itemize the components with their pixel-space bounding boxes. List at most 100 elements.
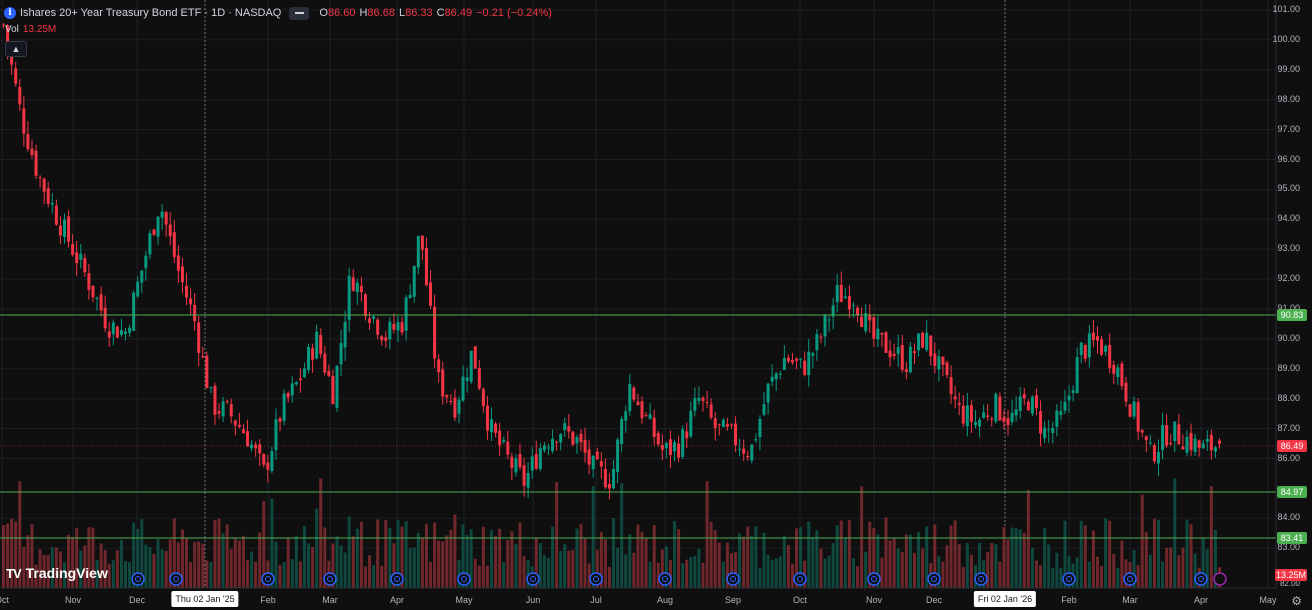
volume-bar: [54, 547, 58, 588]
candle-body: [241, 429, 245, 434]
candle-body: [811, 353, 815, 356]
volume-bar: [290, 559, 294, 588]
candle-body: [1189, 433, 1193, 451]
candle-body: [847, 295, 851, 310]
event-markers[interactable]: [131, 572, 1227, 586]
info-icon[interactable]: i: [4, 7, 16, 19]
gear-icon[interactable]: ⚙: [1291, 594, 1302, 608]
crosshair-date-1: Thu 02 Jan '25: [171, 591, 239, 607]
level-tag-1: 90.83: [1277, 309, 1307, 321]
volume-bar: [831, 542, 835, 588]
dividend-marker-icon: [457, 572, 471, 586]
candle-body: [457, 399, 461, 414]
volume-bar: [351, 536, 355, 588]
volume-bar: [1108, 520, 1112, 588]
month-label: May: [455, 595, 473, 605]
candle-body: [1148, 442, 1152, 444]
volume-bar: [721, 561, 725, 588]
dividend-marker-icon: [526, 572, 540, 586]
candle-body: [900, 344, 904, 370]
volume-bar: [742, 536, 746, 588]
candle-body: [176, 255, 180, 271]
tradingview-logo[interactable]: TV TradingView: [6, 565, 108, 581]
volume-bar: [790, 563, 794, 588]
candle-body: [827, 319, 831, 321]
candle-body: [282, 393, 286, 421]
volume-bar: [233, 538, 237, 588]
candle-body: [742, 448, 746, 454]
candle-body: [681, 429, 685, 457]
volume-bar: [1189, 524, 1193, 588]
volume-bar: [1043, 527, 1047, 588]
candle-body: [815, 334, 819, 351]
volume-bar: [1213, 529, 1217, 588]
volume-bar: [246, 560, 250, 588]
candle-body: [193, 304, 197, 322]
candle-body: [563, 423, 567, 431]
candle-body: [380, 336, 384, 341]
volume-bar: [185, 538, 189, 588]
volume-bar: [420, 537, 424, 588]
volume-bar: [518, 522, 522, 588]
candle-body: [912, 351, 916, 354]
volume-bar: [180, 529, 184, 588]
volume-bar: [766, 554, 770, 588]
volume-bar: [1209, 486, 1213, 588]
candle-body: [274, 419, 278, 451]
candle-body: [624, 411, 628, 421]
volume-bar: [1185, 519, 1189, 588]
volume-bar: [908, 534, 912, 588]
candle-body: [485, 405, 489, 431]
candle-body: [189, 298, 193, 305]
candle-body: [63, 219, 67, 238]
candle-body: [721, 419, 725, 428]
volume-bar: [453, 514, 457, 588]
volume-bar: [335, 536, 339, 588]
volume-bar: [286, 537, 290, 588]
candle-body: [888, 350, 892, 358]
price-tick-label: 91.00: [1277, 303, 1300, 313]
collapse-legend-button[interactable]: ▲: [5, 41, 27, 57]
candle-body: [973, 422, 977, 426]
symbol-title[interactable]: Ishares 20+ Year Treasury Bond ETF · 1D …: [20, 7, 282, 19]
candle-body: [933, 353, 937, 366]
volume-bar: [1014, 528, 1018, 588]
candle-body: [79, 253, 83, 260]
candle-body: [766, 383, 770, 403]
volume-bar: [71, 537, 75, 588]
price-tick-label: 96.00: [1277, 153, 1300, 164]
volume-bar: [2, 525, 5, 588]
candle-body: [713, 418, 717, 429]
candle-body: [254, 444, 258, 449]
volume-bar: [274, 541, 278, 588]
candle-body: [205, 355, 209, 389]
candle-body: [270, 451, 274, 471]
volume-bar: [978, 542, 982, 588]
candle-body: [359, 286, 363, 293]
volume-bar: [1006, 539, 1010, 588]
volume-bar: [900, 551, 904, 588]
equal-sign-icon[interactable]: [289, 6, 310, 20]
open-value: 86.60: [327, 7, 356, 19]
tradingview-brand-name: TradingView: [25, 565, 108, 581]
volume-bar: [205, 560, 209, 588]
candle-body: [404, 297, 408, 331]
volume-bar: [311, 547, 315, 588]
candle-body: [1209, 434, 1213, 451]
candle-body: [1165, 425, 1169, 446]
candle-body: [949, 377, 953, 395]
volume-bar: [551, 526, 555, 588]
dividend-marker-icon: [261, 572, 275, 586]
volume-bar: [575, 528, 579, 588]
horizontal-levels[interactable]: [0, 314, 1276, 539]
volume-bar: [555, 482, 559, 588]
volume-bar: [917, 531, 921, 588]
volume-bar: [201, 543, 205, 588]
candle-body: [34, 150, 38, 176]
month-label: Nov: [64, 595, 82, 605]
volume-bar: [1059, 567, 1063, 588]
candle-body: [465, 377, 469, 381]
candle-body: [368, 318, 372, 323]
candle-body: [770, 376, 774, 382]
